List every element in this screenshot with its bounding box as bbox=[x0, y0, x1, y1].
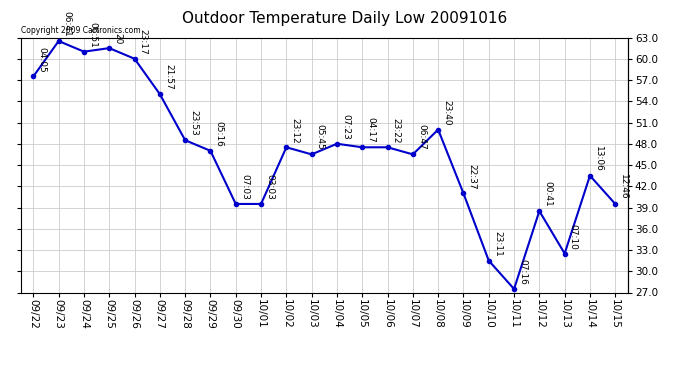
Text: 07:10: 07:10 bbox=[569, 224, 578, 249]
Text: 23:17: 23:17 bbox=[139, 29, 148, 55]
Text: 05:45: 05:45 bbox=[316, 124, 325, 150]
Text: 06:41: 06:41 bbox=[63, 11, 72, 37]
Text: 00:41: 00:41 bbox=[544, 181, 553, 207]
Text: 23:12: 23:12 bbox=[290, 117, 299, 143]
Text: 23:40: 23:40 bbox=[442, 100, 451, 125]
Text: 23:11: 23:11 bbox=[493, 231, 502, 256]
Text: 04:17: 04:17 bbox=[366, 117, 375, 143]
Text: 23:53: 23:53 bbox=[189, 110, 198, 136]
Text: 20: 20 bbox=[113, 33, 122, 44]
Text: Copyright 2009 Cartronics.com: Copyright 2009 Cartronics.com bbox=[21, 26, 140, 35]
Text: 05:16: 05:16 bbox=[215, 121, 224, 147]
Text: 22:37: 22:37 bbox=[468, 164, 477, 189]
Text: 13:06: 13:06 bbox=[594, 146, 603, 171]
Text: 06:51: 06:51 bbox=[88, 22, 97, 48]
Text: 07:03: 07:03 bbox=[240, 174, 249, 200]
Text: 04:05: 04:05 bbox=[37, 46, 46, 72]
Text: 12:46: 12:46 bbox=[620, 174, 629, 200]
Text: Outdoor Temperature Daily Low 20091016: Outdoor Temperature Daily Low 20091016 bbox=[182, 11, 508, 26]
Text: 23:22: 23:22 bbox=[392, 118, 401, 143]
Text: 07:16: 07:16 bbox=[518, 259, 527, 285]
Text: 03:03: 03:03 bbox=[265, 174, 274, 200]
Text: 06:47: 06:47 bbox=[417, 124, 426, 150]
Text: 07:23: 07:23 bbox=[341, 114, 350, 140]
Text: 21:57: 21:57 bbox=[164, 64, 173, 90]
